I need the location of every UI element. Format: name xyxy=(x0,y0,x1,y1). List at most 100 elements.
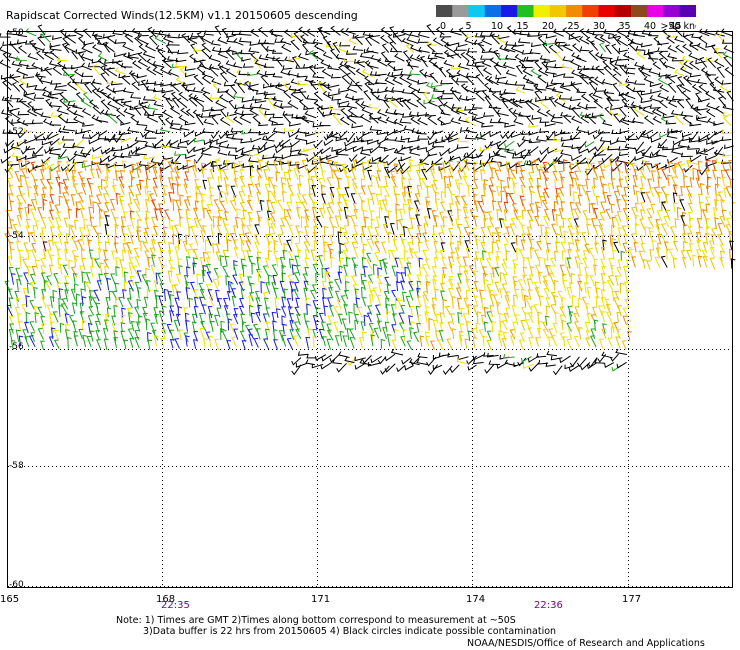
wind-barb xyxy=(53,273,60,285)
wind-barb xyxy=(88,132,99,140)
wind-barb xyxy=(669,226,676,237)
wind-barb xyxy=(194,131,206,137)
wind-barb xyxy=(169,329,175,342)
wind-barb xyxy=(488,217,495,228)
wind-barb xyxy=(320,184,326,196)
wind-barb xyxy=(104,265,109,276)
wind-barb xyxy=(153,87,166,93)
wind-barb xyxy=(106,277,111,291)
wind-barb xyxy=(35,71,46,78)
wind-barb xyxy=(167,160,174,172)
wind-barb xyxy=(377,58,388,67)
wind-barb xyxy=(728,211,734,222)
wind-barb xyxy=(724,144,734,150)
wind-barb xyxy=(367,160,372,171)
wind-barb xyxy=(224,89,236,100)
wind-barb xyxy=(346,102,358,109)
wind-barb xyxy=(387,71,397,79)
wind-barb xyxy=(53,241,60,252)
wind-barb xyxy=(48,101,62,108)
wind-barb xyxy=(105,109,116,117)
wind-barb xyxy=(475,65,484,77)
wind-barb xyxy=(606,195,612,205)
wind-barb xyxy=(554,311,560,323)
wind-barb xyxy=(134,337,140,349)
wind-barb xyxy=(9,94,21,100)
wind-barb xyxy=(126,297,133,309)
wind-barb xyxy=(269,233,277,245)
lat-label: -52 xyxy=(9,127,24,137)
wind-barb xyxy=(671,95,685,101)
wind-barb xyxy=(337,99,350,105)
wind-barb xyxy=(530,161,536,174)
wind-barb xyxy=(113,162,118,174)
wind-barb xyxy=(207,177,212,189)
wind-barb xyxy=(642,129,654,136)
wind-barb xyxy=(386,157,398,166)
wind-barb xyxy=(426,185,432,198)
wind-barb xyxy=(427,208,432,219)
wind-barb xyxy=(14,231,20,243)
wind-barb xyxy=(169,293,175,307)
wind-barb xyxy=(177,306,183,317)
wind-barb xyxy=(672,257,678,269)
wind-barb xyxy=(310,249,316,262)
wind-barb xyxy=(377,88,389,94)
wind-barb xyxy=(73,138,85,148)
wind-barb xyxy=(209,66,219,77)
wind-barb xyxy=(483,306,489,318)
wind-barb xyxy=(385,116,397,125)
wind-barb xyxy=(186,159,191,171)
wind-barb xyxy=(673,240,679,252)
wind-barb xyxy=(162,35,174,43)
wind-barb xyxy=(80,97,92,108)
wind-barb xyxy=(360,101,372,109)
wind-barb xyxy=(510,217,517,229)
wind-barb xyxy=(187,248,192,259)
wind-barb xyxy=(174,297,180,310)
wind-barb xyxy=(698,28,710,37)
wind-barb xyxy=(202,264,208,277)
wind-barb xyxy=(323,130,334,141)
wind-barb xyxy=(107,100,118,110)
wind-barb xyxy=(231,336,237,347)
wind-barb xyxy=(553,154,563,164)
wind-barb xyxy=(721,161,727,171)
wind-barb xyxy=(639,218,645,230)
wind-barb xyxy=(257,216,263,227)
wind-barb xyxy=(77,171,84,182)
wind-barb xyxy=(100,72,109,84)
wind-barb xyxy=(719,244,726,254)
wind-barb xyxy=(579,28,589,38)
wind-barb xyxy=(345,64,356,76)
wind-barb xyxy=(386,333,392,347)
wind-barb xyxy=(99,262,104,275)
wind-barb xyxy=(72,158,84,164)
legend-swatch xyxy=(436,5,453,17)
wind-barb xyxy=(689,177,695,188)
wind-barb xyxy=(338,209,343,221)
wind-barb xyxy=(431,304,437,317)
wind-barb xyxy=(391,265,397,277)
wind-barb xyxy=(249,41,262,46)
wind-barb xyxy=(354,34,363,45)
wind-barb xyxy=(233,264,238,277)
wind-barb xyxy=(349,337,355,349)
wind-barb xyxy=(691,33,701,39)
wind-barb xyxy=(397,159,404,172)
wind-barb xyxy=(256,191,261,205)
wind-barb xyxy=(649,104,661,109)
wind-barb xyxy=(80,234,86,246)
wind-barb xyxy=(541,42,551,54)
wind-barb xyxy=(398,322,405,332)
wind-barb xyxy=(641,151,652,158)
wind-barb xyxy=(537,31,548,36)
wind-barb xyxy=(280,68,291,76)
wind-barb xyxy=(457,42,468,48)
wind-barb xyxy=(699,165,709,176)
wind-barb xyxy=(378,157,389,164)
wind-barb xyxy=(465,95,476,101)
wind-barb xyxy=(200,86,211,95)
wind-barb xyxy=(239,201,246,213)
wind-barb xyxy=(266,199,272,212)
